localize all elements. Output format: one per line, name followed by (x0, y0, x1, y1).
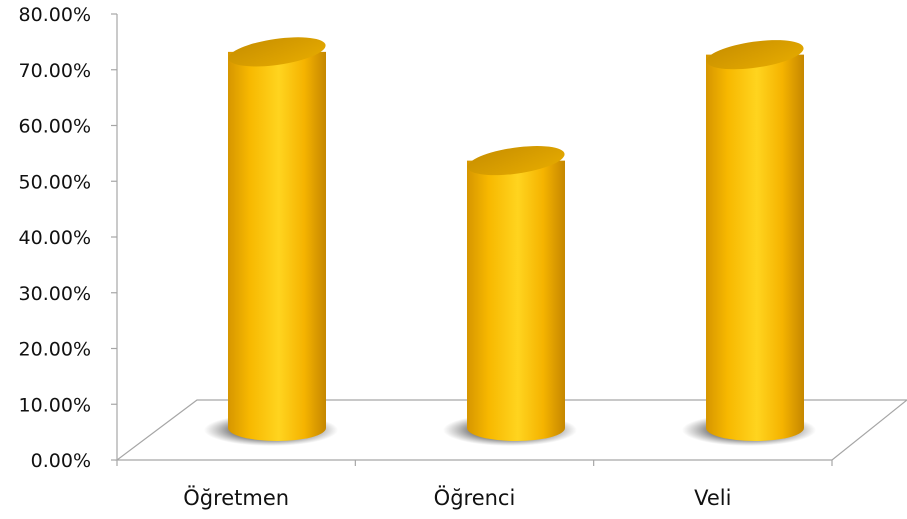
bar-top (467, 146, 565, 176)
y-tick-label: 30.00% (19, 283, 91, 305)
y-tick-label: 60.00% (19, 116, 91, 138)
x-category-label: Öğretmen (183, 485, 289, 510)
y-tick-label: 80.00% (19, 4, 91, 26)
bar-top (228, 37, 326, 67)
y-tick-labels: 0.00% 10.00% 20.00% 30.00% 40.00% 50.00% 60.00… (19, 4, 91, 472)
y-tick-label: 50.00% (19, 171, 91, 193)
y-tick-label: 40.00% (19, 227, 91, 249)
y-tick-label: 20.00% (19, 339, 91, 361)
x-category-label: Öğrenci (434, 485, 516, 510)
y-tick-label: 10.00% (19, 394, 91, 416)
bar-body (706, 54, 804, 441)
bar (443, 146, 577, 446)
bar (204, 37, 338, 446)
bar-body (467, 160, 565, 441)
y-tick-label: 0.00% (31, 450, 91, 472)
y-axis (111, 13, 833, 466)
bar (682, 40, 816, 446)
x-category-labels: Öğretmen Öğrenci Veli (183, 485, 731, 510)
bar-body (228, 51, 326, 441)
x-category-label: Veli (694, 486, 731, 510)
bar-top (706, 40, 804, 70)
bars (204, 37, 816, 446)
y-tick-label: 70.00% (19, 60, 91, 82)
